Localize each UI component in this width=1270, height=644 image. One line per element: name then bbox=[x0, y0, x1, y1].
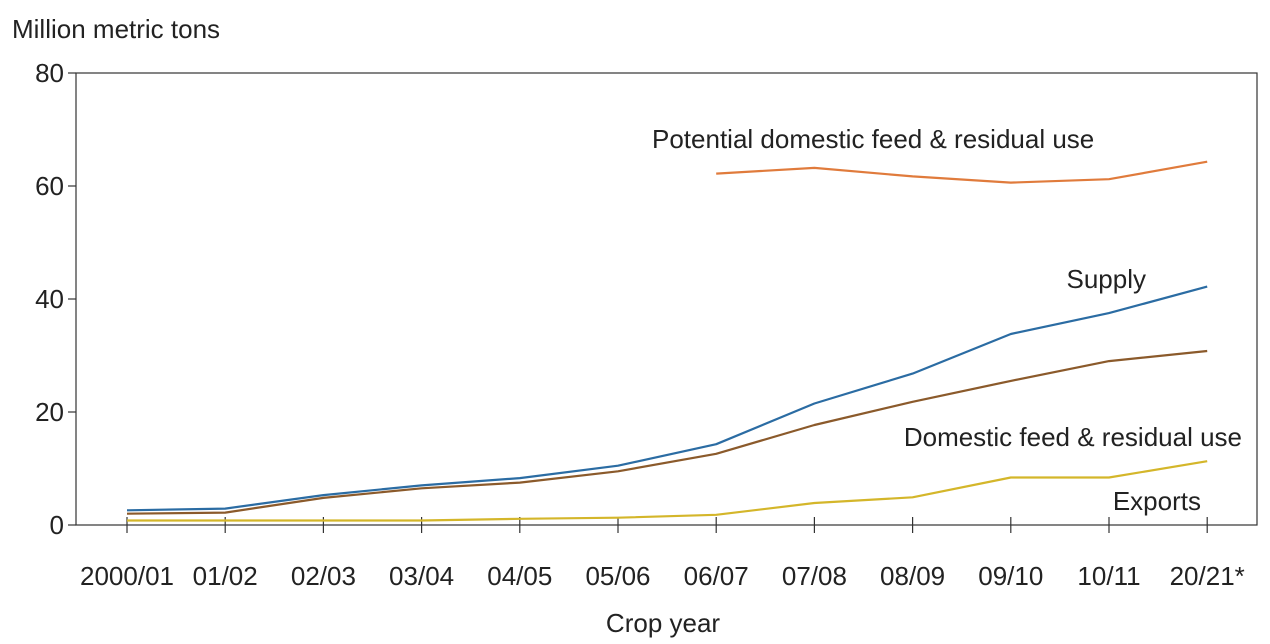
x-tick-label: 10/11 bbox=[1077, 561, 1140, 591]
y-axis-title: Million metric tons bbox=[12, 14, 220, 44]
series-line-potential-domestic-feed bbox=[716, 160, 1208, 184]
x-tick-label: 03/04 bbox=[389, 561, 454, 591]
y-tick-label: 20 bbox=[35, 397, 64, 427]
series-lines bbox=[126, 160, 1208, 522]
series-line-domestic-feed bbox=[126, 349, 1208, 515]
x-tick-label: 08/09 bbox=[880, 561, 945, 591]
x-axis-title: Crop year bbox=[606, 608, 720, 638]
x-tick-label: 06/07 bbox=[684, 561, 749, 591]
y-tick-label: 80 bbox=[35, 58, 64, 88]
series-label-domestic-feed: Domestic feed & residual use bbox=[904, 422, 1242, 452]
x-tick-label: 01/02 bbox=[193, 561, 258, 591]
x-tick-label: 02/03 bbox=[291, 561, 356, 591]
series-line-exports bbox=[127, 460, 1208, 522]
x-tick-label: 09/10 bbox=[978, 561, 1043, 591]
axes: 0 20 40 60 80 2000/01 01/02 02/03 03/04 04/05 05/0… bbox=[35, 58, 1258, 591]
series-label-potential-domestic-feed: Potential domestic feed & residual use bbox=[652, 124, 1094, 154]
series-label-exports: Exports bbox=[1113, 486, 1201, 516]
series-label-supply: Supply bbox=[1067, 264, 1147, 294]
x-tick-label: 05/06 bbox=[585, 561, 650, 591]
series-labels: Potential domestic feed & residual use Su… bbox=[652, 124, 1242, 516]
y-tick-label: 0 bbox=[50, 510, 64, 540]
y-tick-label: 40 bbox=[35, 284, 64, 314]
series-line-supply bbox=[126, 285, 1208, 512]
y-tick-label: 60 bbox=[35, 171, 64, 201]
x-tick-label: 20/21* bbox=[1170, 561, 1245, 591]
x-tick-label: 07/08 bbox=[782, 561, 847, 591]
x-tick-label: 2000/01 bbox=[80, 561, 174, 591]
x-tick-label: 04/05 bbox=[487, 561, 552, 591]
